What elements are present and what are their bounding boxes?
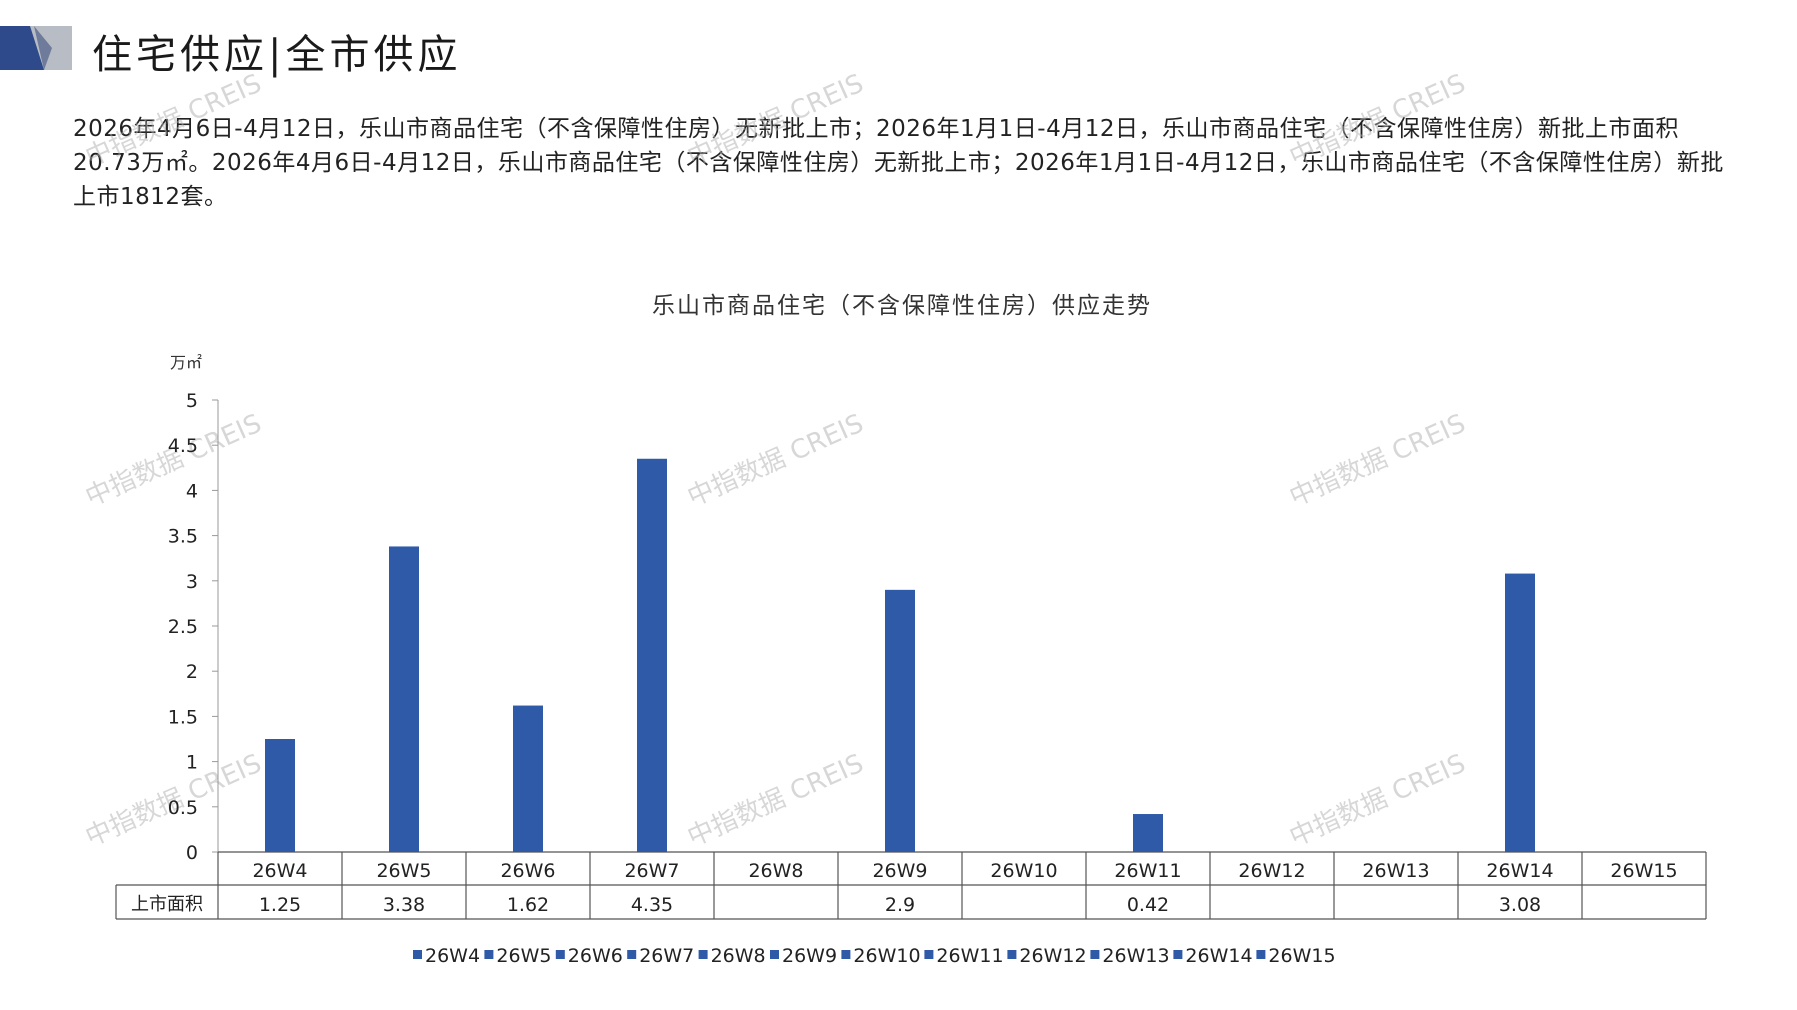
data-value-label: 4.35 (631, 894, 673, 916)
y-tick-label: 4 (186, 480, 198, 502)
page-title: 住宅供应|全市供应 (92, 32, 462, 78)
bar-26w4 (265, 739, 295, 852)
bar-26w6 (513, 705, 543, 852)
x-category-label: 26W4 (252, 860, 307, 882)
legend-label: 26W9 (782, 945, 837, 967)
x-category-label: 26W12 (1238, 860, 1305, 882)
legend-label: 26W10 (853, 945, 920, 967)
legend-label: 26W5 (496, 945, 551, 967)
x-category-label: 26W10 (990, 860, 1057, 882)
data-value-label: 0.42 (1127, 894, 1169, 916)
legend-label: 26W7 (639, 945, 694, 967)
x-category-label: 26W8 (748, 860, 803, 882)
table-series-label: 上市面积 (131, 894, 203, 915)
legend-label: 26W13 (1102, 945, 1169, 967)
legend-label: 26W4 (425, 945, 480, 967)
bar-26w5 (389, 546, 419, 852)
legend-swatch (841, 950, 851, 959)
y-tick-label: 2.5 (168, 616, 198, 638)
y-tick-label: 1 (186, 752, 198, 774)
data-value-label: 3.38 (383, 894, 425, 916)
legend-label: 26W15 (1268, 945, 1335, 967)
legend-swatch (627, 950, 637, 959)
summary-paragraph: 2026年4月6日-4月12日，乐山市商品住宅（不含保障性住房）无新批上市；20… (73, 116, 1724, 210)
data-value-label: 1.62 (507, 894, 549, 916)
y-tick-label: 0 (186, 842, 198, 864)
x-category-label: 26W7 (624, 860, 679, 882)
legend-swatch (770, 950, 779, 959)
bar-26w14 (1505, 573, 1535, 852)
y-tick-label: 1.5 (168, 706, 198, 728)
bar-26w9 (885, 589, 915, 852)
x-category-label: 26W5 (376, 860, 431, 882)
y-tick-label: 3 (186, 571, 198, 593)
data-value-label: 2.9 (885, 894, 915, 916)
legend-swatch (698, 950, 708, 959)
legend-swatch (924, 950, 934, 959)
legend-swatch (413, 950, 422, 959)
legend-label: 26W8 (711, 945, 766, 967)
y-tick-label: 2 (186, 661, 198, 683)
bar-26w11 (1133, 814, 1163, 852)
x-category-label: 26W6 (500, 860, 555, 882)
x-category-label: 26W9 (872, 860, 927, 882)
legend-label: 26W12 (1019, 945, 1086, 967)
y-tick-label: 5 (186, 390, 198, 412)
legend-swatch (1256, 950, 1266, 959)
data-value-label: 3.08 (1499, 894, 1541, 916)
y-tick-label: 0.5 (168, 797, 198, 819)
x-category-label: 26W15 (1610, 860, 1677, 882)
x-category-label: 26W13 (1362, 860, 1429, 882)
legend-swatch (484, 950, 494, 959)
chart-title: 乐山市商品住宅（不含保障性住房）供应走势 (652, 293, 1152, 319)
x-category-label: 26W14 (1486, 860, 1553, 882)
y-tick-label: 4.5 (168, 435, 198, 457)
legend-swatch (1007, 950, 1017, 959)
x-category-label: 26W11 (1114, 860, 1181, 882)
legend-swatch (555, 950, 565, 959)
bar-26w7 (637, 458, 667, 852)
legend-swatch (1173, 950, 1183, 959)
legend-swatch (1090, 950, 1100, 959)
y-axis-unit-label: 万㎡ (170, 353, 202, 372)
data-value-label: 1.25 (259, 894, 301, 916)
legend-label: 26W14 (1185, 945, 1252, 967)
header-logo-shape (0, 26, 72, 70)
y-tick-label: 3.5 (168, 526, 198, 548)
legend-label: 26W6 (568, 945, 623, 967)
legend-label: 26W11 (936, 945, 1003, 967)
